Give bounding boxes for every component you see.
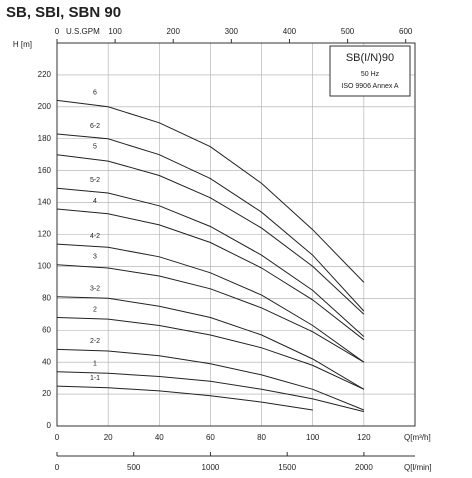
chart-title: SB, SBI, SBN 90 [6, 4, 121, 21]
top-tick-label: 300 [225, 27, 239, 36]
y-tick-label: 220 [38, 70, 52, 79]
curve [56, 133, 365, 312]
curve-label: 4-2 [90, 233, 100, 240]
curve [56, 99, 365, 283]
y-tick-label: 0 [47, 421, 52, 430]
top-tick-label: 500 [341, 27, 355, 36]
x-tick-label: 80 [257, 433, 266, 442]
x-tick-label: 0 [55, 433, 60, 442]
box-title: SB(I/N)90 [346, 52, 394, 64]
x-tick-label: 60 [206, 433, 215, 442]
curve [56, 296, 365, 390]
top-tick-label: 100 [108, 27, 122, 36]
curve [56, 208, 365, 341]
curve [56, 371, 365, 413]
bottom-axis2-label: Q[l/min] [404, 463, 432, 472]
bottom2-tick-label: 1000 [202, 463, 220, 472]
curve [56, 154, 365, 315]
top-tick-label: 200 [167, 27, 181, 36]
curve-label: 4 [93, 198, 97, 205]
x-tick-label: 40 [155, 433, 164, 442]
y-tick-label: 200 [38, 102, 52, 111]
x-tick-label: 100 [306, 433, 320, 442]
curve-label: 2-2 [90, 338, 100, 345]
y-tick-label: 160 [38, 166, 52, 175]
top-tick-label: 0 [55, 27, 60, 36]
top-tick-label: 400 [283, 27, 297, 36]
y-tick-label: 80 [42, 293, 51, 302]
y-tick-label: 20 [42, 389, 51, 398]
bottom2-tick-label: 1500 [278, 463, 296, 472]
box-line: 50 Hz [361, 71, 380, 78]
curve-label: 6 [93, 89, 97, 96]
curve [56, 187, 365, 337]
curve-label: 1 [93, 361, 97, 368]
y-tick-label: 140 [38, 198, 52, 207]
curve [56, 264, 365, 363]
y-tick-label: 40 [42, 357, 51, 366]
x-axis-label: Q[m³/h] [404, 433, 431, 442]
x-tick-label: 20 [104, 433, 113, 442]
curve [56, 317, 365, 390]
curve-label: 1-1 [90, 375, 100, 382]
y-tick-label: 100 [38, 262, 52, 271]
curve-label: 5 [93, 144, 97, 151]
curve-label: 6-2 [90, 123, 100, 130]
y-axis-label: H [m] [13, 40, 32, 49]
curve-label: 2 [93, 306, 97, 313]
bottom2-tick-label: 2000 [355, 463, 373, 472]
info-box [329, 45, 411, 97]
box-line: ISO 9906 Annex A [341, 83, 399, 90]
top-tick-label: 600 [399, 27, 413, 36]
y-tick-label: 120 [38, 230, 52, 239]
top-axis-label: U.S.GPM [66, 27, 100, 36]
x-tick-label: 120 [357, 433, 371, 442]
y-tick-label: 180 [38, 134, 52, 143]
bottom2-tick-label: 0 [55, 463, 60, 472]
curve [56, 348, 365, 411]
curve [56, 243, 365, 363]
curve-label: 3-2 [90, 286, 100, 293]
y-tick-label: 60 [42, 325, 51, 334]
curve-label: 3 [93, 254, 97, 261]
curve [56, 385, 313, 411]
curve-label: 5-2 [90, 177, 100, 184]
bottom2-tick-label: 500 [127, 463, 141, 472]
plot-frame [56, 42, 416, 427]
